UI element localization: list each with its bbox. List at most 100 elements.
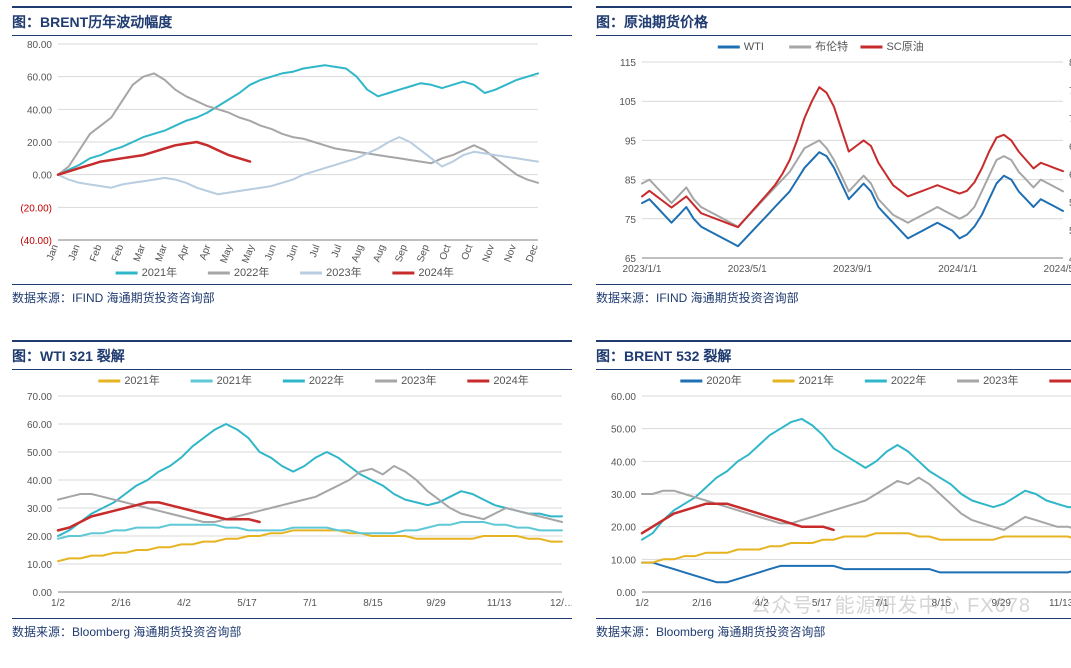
x-axis-label: 12/… xyxy=(550,598,572,609)
y-axis-label: 10.00 xyxy=(611,555,636,566)
legend-label: 2022年 xyxy=(309,373,344,387)
source-label: 数据来源： xyxy=(596,625,656,639)
y-axis-label: 50.00 xyxy=(27,448,52,459)
legend-label: 2023年 xyxy=(401,373,436,387)
chart-area: (40.00)(20.00)0.0020.0040.0060.0080.00Ja… xyxy=(12,36,572,284)
source-text: Bloomberg 海通期货投资咨询部 xyxy=(72,625,241,639)
chart-title-row: 图：BRENT 532 裂解 xyxy=(596,340,1071,370)
panel-brent-volatility: 图：BRENT历年波动幅度(40.00)(20.00)0.0020.0040.0… xyxy=(0,0,584,334)
y-axis-label: 0.00 xyxy=(617,588,637,599)
x-axis-label: Feb xyxy=(110,243,126,263)
x-axis-label: 7/1 xyxy=(875,598,889,609)
y-axis-label: 30.00 xyxy=(27,504,52,515)
x-axis-label: Mar xyxy=(154,243,170,264)
chart-title: BRENT历年波动幅度 xyxy=(40,14,172,30)
x-axis-label: 8/15 xyxy=(363,598,383,609)
chart-svg: (40.00)(20.00)0.0020.0040.0060.0080.00Ja… xyxy=(12,36,548,284)
chart-title-row: 图：BRENT历年波动幅度 xyxy=(12,6,572,36)
legend-label: 2023年 xyxy=(326,265,361,279)
chart-area: 0.0010.0020.0030.0040.0050.0060.0070.001… xyxy=(12,370,572,618)
x-axis-label: 2023/1/1 xyxy=(623,264,662,275)
source-label: 数据来源： xyxy=(12,291,72,305)
series-line xyxy=(58,73,538,182)
x-axis-label: Mar xyxy=(132,243,148,264)
y-axis-label: 70.00 xyxy=(27,392,52,403)
title-prefix: 图： xyxy=(12,348,40,364)
x-axis-label: 9/29 xyxy=(992,598,1012,609)
x-axis-label: 2023/5/1 xyxy=(728,264,767,275)
x-axis-label: Jan xyxy=(67,243,83,262)
y-axis-label: 0.00 xyxy=(33,171,53,182)
y-axis-label: 105 xyxy=(619,97,636,108)
title-prefix: 图： xyxy=(596,14,624,30)
y-axis-label: (40.00) xyxy=(20,236,52,247)
chart-source-row: 数据来源：IFIND 海通期货投资咨询部 xyxy=(596,284,1071,308)
x-axis-label: Apr xyxy=(176,243,192,262)
y-axis-label: 20.00 xyxy=(27,532,52,543)
panel-wti-321-crack: 图：WTI 321 裂解0.0010.0020.0030.0040.0050.0… xyxy=(0,334,584,668)
x-axis-label: 11/13 xyxy=(1049,598,1071,609)
y-axis-label: 10.00 xyxy=(27,560,52,571)
x-axis-label: Jul xyxy=(308,243,323,259)
x-axis-label: Nov xyxy=(503,243,519,263)
x-axis-label: 5/17 xyxy=(812,598,832,609)
legend-label: 2020年 xyxy=(706,373,741,387)
chart-title-row: 图：WTI 321 裂解 xyxy=(12,340,572,370)
series-line xyxy=(642,152,1063,246)
chart-title: 原油期货价格 xyxy=(624,14,708,30)
title-prefix: 图： xyxy=(12,14,40,30)
legend-label: 2023年 xyxy=(983,373,1018,387)
y-axis-label: 75 xyxy=(625,215,637,226)
y-axis-label: 60.00 xyxy=(27,73,52,84)
y-axis-label: 40.00 xyxy=(611,457,636,468)
legend-label: WTI xyxy=(744,41,764,53)
x-axis-label: Aug xyxy=(350,243,366,263)
series-line xyxy=(58,530,562,561)
x-axis-label: 2/16 xyxy=(692,598,712,609)
x-axis-label: Apr xyxy=(198,243,214,262)
legend-label: 2024年 xyxy=(493,373,528,387)
y-axis-label: (20.00) xyxy=(20,203,52,214)
x-axis-label: Sep xyxy=(415,243,432,264)
y-axis-label: 60.00 xyxy=(611,392,636,403)
chart-area: 0.0010.0020.0030.0040.0050.0060.001/22/1… xyxy=(596,370,1071,618)
x-axis-label: 8/15 xyxy=(932,598,952,609)
chart-svg: 0.0010.0020.0030.0040.0050.0060.001/22/1… xyxy=(596,370,1071,618)
y-axis-label: 80.00 xyxy=(27,40,52,51)
x-axis-label: Aug xyxy=(372,243,388,263)
x-axis-label: 7/1 xyxy=(303,598,317,609)
series-line xyxy=(58,142,250,175)
series-line xyxy=(642,533,1071,562)
x-axis-label: 2024/5/1 xyxy=(1044,264,1071,275)
x-axis-label: 11/13 xyxy=(487,598,512,609)
y-axis-label: 40.00 xyxy=(27,105,52,116)
legend-label: 2022年 xyxy=(891,373,926,387)
x-axis-label: 2/16 xyxy=(111,598,131,609)
x-axis-label: 4/2 xyxy=(177,598,191,609)
x-axis-label: 4/2 xyxy=(755,598,769,609)
x-axis-label: Dec xyxy=(524,243,540,263)
legend-label: 布伦特 xyxy=(815,39,848,53)
source-text: Bloomberg 海通期货投资咨询部 xyxy=(656,625,825,639)
chart-svg: 6575859510511545050055060065070075080020… xyxy=(596,36,1071,284)
y-axis-label: 95 xyxy=(625,136,637,147)
chart-title: WTI 321 裂解 xyxy=(40,348,125,364)
x-axis-label: Jul xyxy=(330,243,345,259)
x-axis-label: Oct xyxy=(438,243,454,262)
chart-title-row: 图：原油期货价格 xyxy=(596,6,1071,36)
series-line xyxy=(642,563,1071,583)
x-axis-label: Sep xyxy=(393,243,410,264)
series-line xyxy=(58,466,562,522)
x-axis-label: 1/2 xyxy=(51,598,65,609)
x-axis-label: Jun xyxy=(285,243,301,262)
x-axis-label: 2023/9/1 xyxy=(833,264,872,275)
series-line xyxy=(642,419,1071,540)
chart-source-row: 数据来源：Bloomberg 海通期货投资咨询部 xyxy=(596,618,1071,642)
y-axis-label: 30.00 xyxy=(611,490,636,501)
legend-label: SC原油 xyxy=(886,39,923,53)
y-axis-label: 50.00 xyxy=(611,425,636,436)
chart-area: 6575859510511545050055060065070075080020… xyxy=(596,36,1071,284)
x-axis-label: Jun xyxy=(263,243,279,262)
legend-label: 2021年 xyxy=(124,373,159,387)
y-axis-label: 20.00 xyxy=(611,523,636,534)
